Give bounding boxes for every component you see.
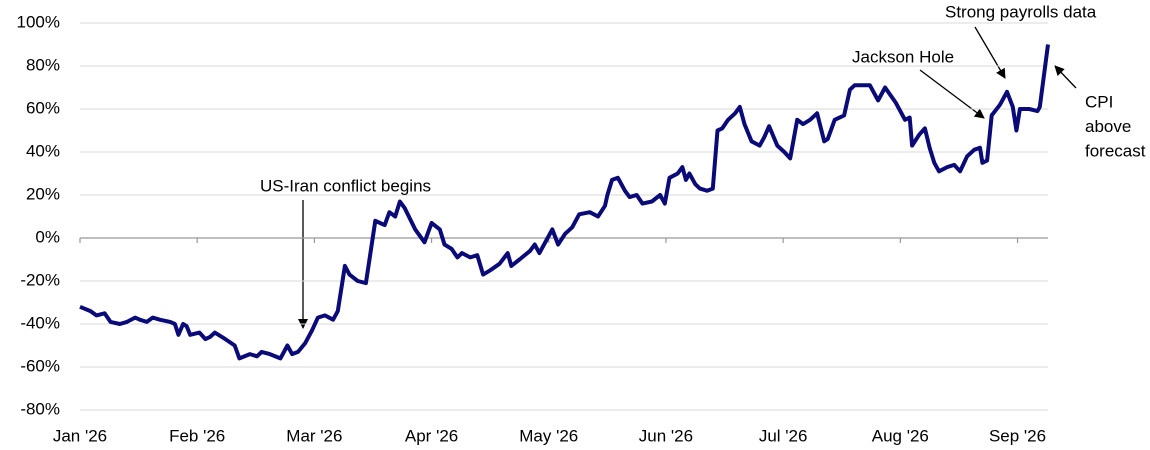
y-tick-label: 0% [35,227,60,246]
arrow [1054,65,1077,89]
annotation: CPI [1085,92,1113,111]
y-tick-label: -20% [20,270,60,289]
x-tick-label: Jul '26 [759,426,808,445]
x-tick-label: Mar '26 [286,426,342,445]
y-tick-label: 40% [26,141,60,160]
x-tick-label: Apr '26 [405,426,458,445]
arrow [974,26,1006,79]
y-tick-label: 20% [26,184,60,203]
x-tick-label: May '26 [519,426,578,445]
annotation: US-Iran conflict begins [260,176,431,195]
grid [80,22,1048,411]
annotation: above [1085,117,1131,136]
y-tick-label: -60% [20,356,60,375]
annotation: Jackson Hole [852,47,954,66]
x-tick-label: Jan '26 [53,426,107,445]
x-tick-label: Sep '26 [989,426,1046,445]
annotation: Strong payrolls data [945,2,1097,21]
arrow [919,69,985,119]
y-tick-label: -40% [20,313,60,332]
y-tick-label: -80% [20,399,60,418]
x-tick-label: Feb '26 [169,426,225,445]
y-tick-label: 60% [26,98,60,117]
annotation: forecast [1085,141,1146,160]
annotation-arrows [298,26,1077,329]
y-tick-label: 100% [17,12,60,31]
x-tick-label: Aug '26 [872,426,929,445]
y-tick-label: 80% [26,55,60,74]
x-tick-label: Jun '26 [639,426,693,445]
series-line [79,44,1050,361]
